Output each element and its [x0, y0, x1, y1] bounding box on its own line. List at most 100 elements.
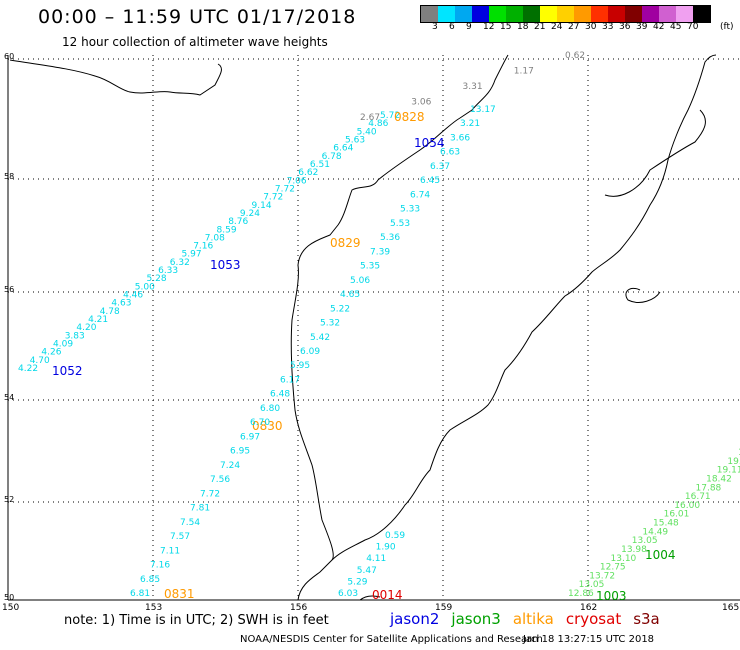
wave-height-value: 12.75 [600, 563, 626, 573]
color-scale-swatch [438, 6, 455, 22]
wave-height-value: 0.62 [565, 51, 585, 61]
wave-height-value: 7.16 [150, 561, 170, 571]
footer-note: note: 1) Time is in UTC; 2) SWH is in fe… [64, 613, 329, 628]
map-subtitle: 12 hour collection of altimeter wave hei… [62, 35, 328, 49]
wave-height-value: 5.72 [380, 111, 400, 121]
wave-height-value: 3.31 [463, 82, 483, 92]
wave-height-value: 6.85 [140, 575, 160, 585]
wave-height-value: 5.53 [390, 219, 410, 229]
wave-height-value: 15.48 [653, 519, 679, 529]
wave-height-value: 6.32 [170, 258, 190, 268]
wave-height-value: 4.63 [111, 299, 131, 309]
color-scale-swatch [608, 6, 625, 22]
wave-height-value: 6.97 [240, 432, 260, 442]
pass-time-label: 0014 [372, 588, 403, 602]
pass-time-label: 0830 [252, 419, 283, 433]
color-scale-swatch [489, 6, 506, 22]
wave-height-value: 4.21 [88, 315, 108, 325]
color-scale-label: 21 [534, 22, 546, 32]
lat-label: 60 [4, 52, 15, 61]
wave-height-value: 1.90 [376, 543, 396, 553]
color-scale-label: 3 [432, 22, 438, 32]
color-scale-label: 45 [670, 22, 682, 32]
wave-height-value: 7.11 [160, 546, 180, 556]
wave-height-value: 8.76 [228, 217, 248, 227]
satellite-legend-item: jason3 [451, 610, 501, 628]
pass-time-label: 0828 [394, 110, 425, 124]
wave-height-value: 13.17 [470, 105, 496, 115]
color-scale-swatch [625, 6, 642, 22]
wave-height-value: 17.88 [696, 483, 722, 493]
color-scale-swatch [591, 6, 608, 22]
wave-height-value: 12.86 [568, 589, 594, 599]
satellite-legend: jason2 jason3 altika cryosat s3a [390, 610, 660, 628]
color-scale-label: 42 [653, 22, 665, 32]
wave-height-value: 3.21 [460, 119, 480, 129]
wave-height-value: 6.09 [300, 347, 320, 357]
lon-label: 162 [580, 603, 598, 613]
wave-height-value: 5.95 [290, 361, 310, 371]
color-scale-swatch [676, 6, 693, 22]
color-scale-label: 30 [585, 22, 597, 32]
color-scale-label: 6 [449, 22, 455, 32]
wave-height-value: 19.11 [717, 466, 740, 476]
color-scale-swatch [693, 6, 710, 22]
pass-time-label: 0831 [164, 587, 195, 601]
wave-height-value: 5.36 [380, 233, 400, 243]
wave-height-value: 7.57 [170, 532, 190, 542]
wave-height-value: 13.10 [611, 554, 637, 564]
pass-time-label: 1004 [645, 548, 676, 562]
satellite-legend-item: cryosat [565, 610, 622, 628]
wave-height-value: 1.17 [514, 67, 534, 77]
wave-height-value: 7.16 [193, 242, 213, 252]
wave-height-value: 6.45 [420, 176, 440, 186]
wave-height-value: 7.39 [370, 247, 390, 257]
wave-height-value: 7.56 [210, 475, 230, 485]
wave-height-value: 4.70 [30, 356, 50, 366]
lat-label: 52 [4, 495, 15, 504]
lat-label: 50 [4, 593, 15, 602]
wave-height-value: 6.37 [430, 162, 450, 172]
wave-height-value: 4.46 [123, 291, 143, 301]
color-scale-swatch [455, 6, 472, 22]
wave-height-value: 6.95 [230, 447, 250, 457]
wave-height-value: 5.06 [350, 276, 370, 286]
color-scale-swatch [506, 6, 523, 22]
color-scale-label: 18 [517, 22, 529, 32]
wave-height-value: 5.47 [357, 566, 377, 576]
color-scale-label: 9 [466, 22, 472, 32]
wave-height-value: 2.67 [360, 113, 380, 123]
color-scale-swatch [421, 6, 438, 22]
wave-height-value: 8.59 [217, 225, 237, 235]
wave-height-value: 9.24 [240, 209, 260, 219]
wave-height-value: 5.28 [147, 274, 167, 284]
wave-height-value: 5.97 [182, 250, 202, 260]
wave-height-value: 6.63 [440, 148, 460, 158]
wave-height-value: 9.14 [252, 201, 272, 211]
wave-height-value: 3.66 [450, 134, 470, 144]
wave-height-value: 13.98 [621, 545, 647, 555]
satellite-legend-item: altika [512, 610, 554, 628]
wave-height-value: 13.72 [589, 571, 615, 581]
wave-height-value: 4.09 [53, 340, 73, 350]
wave-height-value: 6.80 [260, 404, 280, 414]
lat-label: 54 [4, 393, 15, 402]
color-scale-labels: 3 6 9 12 15 18 21 24 27 30 33 36 39 42 45 70 (ft) [420, 22, 740, 34]
wave-height-value: 7.72 [263, 193, 283, 203]
wave-height-value: 14.49 [642, 527, 668, 537]
wave-height-value: 5.29 [347, 577, 367, 587]
wave-height-value: 6.78 [322, 152, 342, 162]
wave-height-value: 7.72 [275, 185, 295, 195]
wave-height-value: 4.86 [368, 119, 388, 129]
wave-height-value: 6.62 [298, 168, 318, 178]
wave-height-value: 5.33 [400, 205, 420, 215]
wave-height-value: 7.72 [200, 489, 220, 499]
wave-height-value: 6.33 [158, 266, 178, 276]
wave-height-value: 6.17 [280, 376, 300, 386]
wave-height-value: 3.83 [65, 331, 85, 341]
lon-label: 153 [145, 603, 163, 613]
color-scale-swatch [574, 6, 591, 22]
wave-height-value: 16.01 [664, 510, 690, 520]
wave-height-value: 16.00 [674, 501, 700, 511]
